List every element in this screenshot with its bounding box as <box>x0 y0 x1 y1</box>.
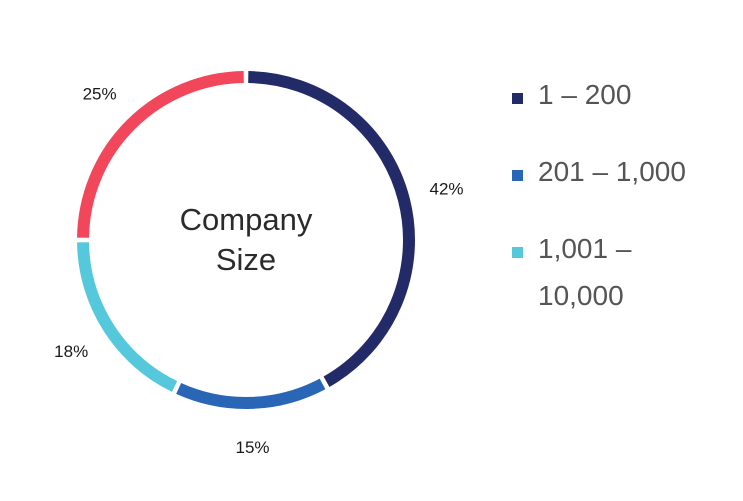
legend-label: 1 – 200 <box>538 79 631 110</box>
donut-slice <box>77 71 244 238</box>
center-label: Company <box>180 202 313 237</box>
legend-label: 201 – 1,000 <box>538 156 686 187</box>
donut-slice <box>248 71 415 387</box>
legend-label: 10,000 <box>538 280 624 311</box>
donut-slice <box>77 242 178 392</box>
legend-swatch <box>512 247 523 258</box>
slice-percent-label: 15% <box>235 438 269 457</box>
donut-slice <box>176 378 326 409</box>
legend-swatch <box>512 170 523 181</box>
slice-percent-label: 18% <box>54 342 88 361</box>
slice-percent-label: 25% <box>83 85 117 104</box>
slice-percent-label: 42% <box>429 180 463 199</box>
legend-swatch <box>512 93 523 104</box>
legend-label: 1,001 – <box>538 233 632 264</box>
center-label: Size <box>216 242 276 277</box>
